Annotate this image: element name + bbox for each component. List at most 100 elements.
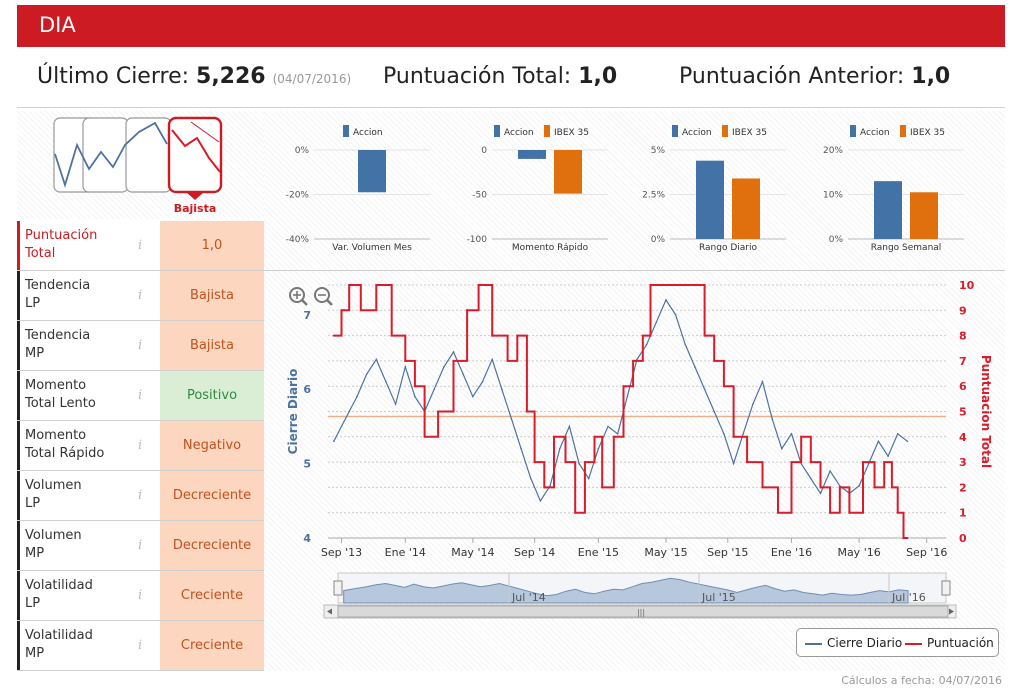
indicator-label-line1: Volatilidad	[25, 628, 93, 643]
total-score-label: Puntuación Total:	[383, 64, 572, 89]
zoom-out-icon[interactable]	[314, 287, 333, 306]
right-ytick-label: 1	[959, 507, 967, 520]
point-puntuacion	[404, 359, 407, 362]
x-tick-label: Sep '15	[707, 546, 748, 559]
info-icon[interactable]: i	[138, 438, 143, 453]
indicator-label-8: Volatilidad MP i	[17, 621, 160, 670]
point-cierre-diario	[578, 462, 580, 465]
point-cierre-diario	[829, 470, 831, 472]
legend-label-close: Cierre Diario	[827, 636, 903, 650]
point-puntuacion	[641, 334, 644, 337]
point-cierre-diario	[781, 447, 783, 450]
point-cierre-diario	[568, 425, 571, 428]
navigator-handle-left[interactable]	[333, 580, 343, 596]
info-icon[interactable]: i	[138, 588, 143, 603]
main-chart-legend[interactable]: Cierre Diario Puntuación	[796, 628, 999, 657]
point-puntuacion	[861, 461, 864, 464]
kpi-ytick-label: 10%	[823, 191, 843, 201]
indicator-label-line2: Total Lento	[25, 396, 96, 411]
info-icon[interactable]: i	[138, 238, 143, 253]
kpi-legend-swatch	[672, 125, 678, 137]
kpi-legend-label: IBEX 35	[732, 128, 767, 138]
point-puntuacion	[506, 359, 509, 362]
trend-regression	[190, 121, 220, 143]
kpi-ytick-label: -100	[467, 235, 488, 245]
point-puntuacion	[819, 486, 822, 489]
kpi-legend-label: IBEX 35	[554, 128, 589, 138]
left-axis-title: Cierre Diario	[286, 369, 300, 455]
kpi-ytick-label: 0%	[295, 146, 310, 156]
title-bar: DIA	[17, 5, 1005, 47]
indicator-row-separator	[17, 420, 264, 421]
indicator-label-line1: Tendencia	[25, 328, 91, 343]
point-puntuacion	[525, 410, 528, 413]
navigator-series	[343, 577, 909, 604]
scrollbar-thumb[interactable]	[337, 605, 949, 618]
point-puntuacion	[413, 385, 416, 388]
indicator-value-8: Creciente	[160, 621, 264, 670]
total-score: Puntuación Total: 1,0	[383, 64, 617, 89]
navigator-handle-right[interactable]	[941, 580, 951, 596]
info-icon[interactable]: i	[138, 338, 143, 353]
info-icon[interactable]: i	[138, 488, 143, 503]
right-ytick-label: 5	[959, 406, 967, 419]
zoom-out-handle	[326, 299, 333, 306]
point-cierre-diario	[481, 380, 484, 383]
point-cierre-diario	[771, 418, 773, 420]
point-cierre-diario	[443, 366, 445, 368]
point-puntuacion	[703, 334, 706, 337]
scroll-right-icon[interactable]	[949, 608, 954, 615]
left-ytick-label: 5	[303, 458, 311, 471]
page-title: DIA	[39, 13, 76, 37]
kpi-bar-accion	[518, 150, 546, 159]
right-ytick-label: 4	[959, 431, 967, 444]
point-cierre-diario	[394, 403, 397, 405]
kpi-chart-title: Rango Diario	[699, 243, 758, 253]
x-tick-label: Ene '16	[771, 546, 812, 559]
prev-score: Puntuación Anterior: 1,0	[679, 64, 950, 89]
point-cierre-diario	[356, 395, 358, 398]
info-icon[interactable]: i	[138, 638, 143, 653]
kpi-chart-0: 0% -20% -40% Accion Var. Volumen Mes	[286, 125, 430, 253]
legend-item-score[interactable]: Puntuación	[905, 636, 994, 650]
info-icon[interactable]: i	[138, 288, 143, 303]
kpi-chart-2: 5% 2.5% 0% Accion IBEX 35 Rango Diario	[642, 125, 786, 253]
indicator-row-separator	[17, 620, 264, 621]
point-cierre-diario	[520, 447, 522, 450]
point-cierre-diario	[896, 433, 899, 435]
point-cierre-diario	[665, 299, 667, 301]
indicator-value-0: 1,0	[160, 221, 264, 270]
info-icon[interactable]: i	[138, 538, 143, 553]
point-cierre-diario	[790, 433, 793, 435]
point-puntuacion	[552, 435, 555, 438]
point-cierre-diario	[529, 477, 532, 480]
point-cierre-diario	[616, 433, 619, 435]
kpi-legend-label: Accion	[504, 128, 534, 138]
point-puntuacion	[491, 334, 494, 337]
info-icon[interactable]: i	[138, 388, 143, 403]
right-ytick-label: 7	[959, 355, 967, 368]
indicator-value-2: Bajista	[160, 321, 264, 370]
kpi-bar-ibex-35	[732, 178, 760, 239]
point-cierre-diario	[674, 313, 677, 316]
legend-swatch-close	[805, 642, 822, 645]
kpi-ytick-label: 2.5%	[642, 191, 665, 201]
point-puntuacion	[574, 511, 577, 514]
point-puntuacion	[890, 486, 893, 489]
trend-active-line	[171, 129, 221, 173]
last-close-value: 5,226	[196, 64, 266, 89]
legend-item-close[interactable]: Cierre Diario	[805, 636, 902, 650]
scroll-left-icon[interactable]	[327, 608, 332, 615]
right-ytick-label: 0	[959, 532, 967, 545]
point-puntuacion	[516, 334, 519, 337]
point-puntuacion	[564, 461, 567, 464]
kpi-chart-1: 0 -50 -100 Accion IBEX 35 Momento Rápido	[467, 125, 608, 253]
indicator-label-line2: Total	[25, 246, 56, 261]
indicator-label-line1: Tendencia	[25, 278, 91, 293]
navigator-area	[343, 577, 909, 604]
zoom-in-icon[interactable]	[289, 287, 308, 306]
right-ytick-label: 10	[959, 279, 975, 292]
point-puntuacion	[690, 284, 693, 286]
point-cierre-diario	[819, 492, 822, 495]
